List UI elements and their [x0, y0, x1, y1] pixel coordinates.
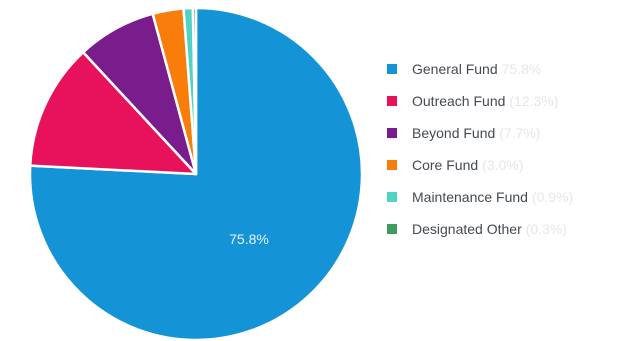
legend-swatch	[387, 128, 397, 138]
legend-label: Designated Other	[412, 221, 522, 237]
legend-label: Outreach Fund	[412, 93, 506, 109]
legend-percent: (12.3%)	[509, 93, 559, 109]
legend-percent: (0.3%)	[525, 221, 567, 237]
legend-label: Maintenance Fund	[412, 189, 528, 205]
legend-percent: 75.8%	[501, 61, 542, 77]
legend-percent: (7.7%)	[499, 125, 541, 141]
legend-swatch	[387, 64, 397, 74]
legend-item-maintenance-fund[interactable]: Maintenance Fund (0.9%)	[387, 181, 635, 213]
legend-item-core-fund[interactable]: Core Fund (3.0%)	[387, 149, 635, 181]
legend: General Fund 75.8% Outreach Fund (12.3%)…	[387, 53, 635, 245]
legend-item-general-fund[interactable]: General Fund 75.8%	[387, 53, 635, 85]
pie-slice-designated-other[interactable]	[191, 6, 198, 176]
legend-item-designated-other[interactable]: Designated Other (0.3%)	[387, 213, 635, 245]
pie-slice-general-fund[interactable]	[28, 6, 364, 341]
legend-item-outreach-fund[interactable]: Outreach Fund (12.3%)	[387, 85, 635, 117]
pie-slice-labels: 75.8%	[229, 231, 269, 247]
legend-label: General Fund	[412, 61, 498, 77]
legend-swatch	[387, 192, 397, 202]
legend-swatch	[387, 224, 397, 234]
pie-slices	[28, 6, 364, 341]
legend-item-beyond-fund[interactable]: Beyond Fund (7.7%)	[387, 117, 635, 149]
legend-label: Beyond Fund	[412, 125, 496, 141]
legend-swatch	[387, 160, 397, 170]
legend-label: Core Fund	[412, 157, 479, 173]
legend-percent: (3.0%)	[482, 157, 524, 173]
pie-slice-outreach-fund[interactable]	[28, 51, 198, 176]
slice-label-general-fund: 75.8%	[229, 231, 269, 247]
legend-percent: (0.9%)	[531, 189, 574, 205]
legend-swatch	[387, 96, 397, 106]
